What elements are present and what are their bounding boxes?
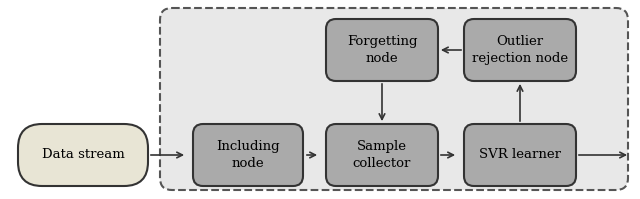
Text: SVR learner: SVR learner	[479, 148, 561, 162]
Text: Outlier
rejection node: Outlier rejection node	[472, 35, 568, 65]
Text: Sample
collector: Sample collector	[353, 140, 411, 170]
Text: Data stream: Data stream	[42, 148, 124, 162]
FancyBboxPatch shape	[18, 124, 148, 186]
FancyBboxPatch shape	[464, 124, 576, 186]
FancyBboxPatch shape	[326, 124, 438, 186]
FancyBboxPatch shape	[160, 8, 628, 190]
FancyBboxPatch shape	[326, 19, 438, 81]
Text: Forgetting
node: Forgetting node	[347, 35, 417, 65]
Text: Including
node: Including node	[216, 140, 280, 170]
FancyBboxPatch shape	[464, 19, 576, 81]
FancyBboxPatch shape	[193, 124, 303, 186]
